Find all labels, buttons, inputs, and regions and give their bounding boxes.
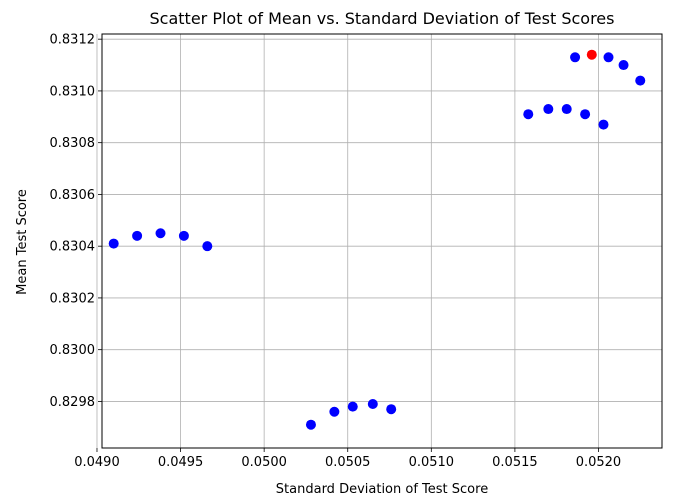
y-tick-label: 0.8302 [50, 291, 96, 306]
y-tick-label: 0.8300 [50, 343, 96, 358]
data-points [108, 49, 646, 430]
x-tick-label: 0.0505 [325, 455, 371, 470]
data-point [561, 104, 572, 115]
data-point [367, 399, 378, 410]
y-tick-label: 0.8308 [50, 136, 96, 151]
data-point [305, 419, 316, 430]
data-point [329, 406, 340, 417]
y-tick-label: 0.8298 [50, 395, 96, 410]
x-axis-label: Standard Deviation of Test Score [276, 482, 488, 497]
plot-frame [101, 33, 663, 449]
y-tick-label: 0.8310 [50, 84, 96, 99]
y-axis-ticks: 0.8298 0.8300 0.8302 0.8304 0.8306 0.8308 0.83… [50, 33, 102, 410]
data-point [178, 230, 189, 241]
data-point [132, 230, 143, 241]
data-point [598, 119, 609, 130]
x-tick-label: 0.0500 [241, 455, 287, 470]
x-tick-label: 0.0495 [158, 455, 204, 470]
chart-title: Scatter Plot of Mean vs. Standard Deviat… [150, 9, 615, 28]
x-axis-ticks: 0.0490 0.0495 0.0500 0.0505 0.0510 0.0515 0.05… [74, 448, 621, 470]
y-axis-label: Mean Test Score [15, 189, 30, 295]
data-point [386, 404, 397, 415]
data-point [523, 109, 534, 120]
y-tick-label: 0.8312 [50, 33, 96, 48]
x-tick-label: 0.0510 [409, 455, 455, 470]
data-point [155, 228, 166, 239]
x-tick-label: 0.0520 [576, 455, 622, 470]
y-tick-label: 0.8306 [50, 188, 96, 203]
data-point [635, 75, 646, 86]
x-tick-label: 0.0490 [74, 455, 120, 470]
y-tick-label: 0.8304 [50, 240, 96, 255]
x-tick-label: 0.0515 [492, 455, 538, 470]
data-point [108, 238, 119, 249]
grid-lines [96, 34, 662, 448]
data-point [347, 401, 358, 412]
data-point [202, 241, 213, 252]
data-point [603, 52, 614, 63]
highlighted-data-point [586, 49, 597, 60]
data-point [618, 60, 629, 71]
data-point [580, 109, 591, 120]
data-point [570, 52, 581, 63]
data-point [543, 104, 554, 115]
